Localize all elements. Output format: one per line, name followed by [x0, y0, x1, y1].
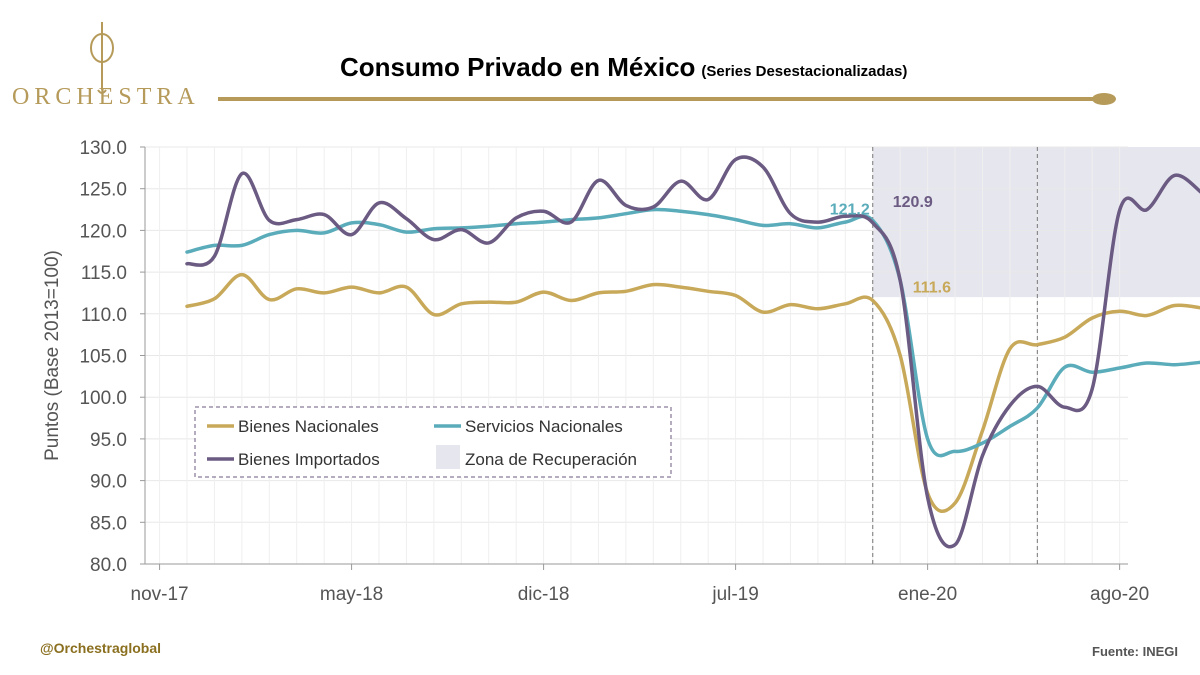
data-label: 121.2 [830, 201, 870, 218]
legend-box [194, 406, 672, 478]
chart-title: Consumo Privado en México (Series Desesta… [340, 52, 907, 83]
y-tick-label: 100.0 [79, 388, 127, 409]
legend-label: Servicios Nacionales [465, 417, 623, 436]
y-tick-label: 110.0 [81, 305, 127, 326]
brand-logo-wordmark: ORCHESTRA [12, 84, 200, 110]
x-tick-label: nov-17 [131, 584, 189, 605]
chart-subtitle: (Series Desestacionalizadas) [701, 63, 908, 80]
series-line-bienes-importados [185, 155, 1200, 549]
title-rule [218, 93, 1116, 105]
orchestra-logo-emblem [90, 22, 114, 94]
y-tick-label: 105.0 [79, 347, 127, 368]
data-label: 120.9 [893, 194, 933, 211]
x-tick-label: dic-18 [518, 584, 570, 605]
series-line-bienes-nacionales [185, 272, 1200, 513]
y-tick-label: 90.0 [90, 472, 127, 493]
social-handle: @Orchestraglobal [40, 640, 162, 656]
line-chart: 80.0 85.0 90.0 95.0 100.0 105.0 110.0 115.0 120.… [42, 138, 1200, 605]
source-note: Fuente: INEGI [1092, 644, 1178, 659]
y-tick-label: 95.0 [90, 430, 127, 451]
legend: Bienes Nacionales Servicios Nacionales Bie… [194, 406, 672, 478]
y-tick-label: 125.0 [79, 180, 127, 201]
legend-swatch [436, 445, 460, 469]
recovery-zone [872, 147, 1200, 298]
y-tick-label: 80.0 [90, 555, 127, 576]
y-axis-label: Puntos (Base 2013=100) [42, 250, 63, 461]
series-line-servicios-nacionales [185, 207, 1200, 458]
y-tick-label: 85.0 [90, 513, 127, 534]
x-tick-label: ago-20 [1090, 584, 1149, 605]
legend-label: Bienes Nacionales [238, 417, 379, 436]
legend-label: Zona de Recuperación [465, 450, 637, 469]
chart-title-text: Consumo Privado en México [340, 52, 696, 82]
x-tick-label: jul-19 [711, 584, 758, 605]
data-label: 111.6 [913, 279, 951, 296]
y-tick-label: 120.0 [79, 221, 127, 242]
x-tick-label: may-18 [320, 584, 383, 605]
y-tick-label: 115.0 [81, 263, 127, 284]
x-tick-label: ene-20 [898, 584, 957, 605]
legend-label: Bienes Importados [238, 450, 380, 469]
y-tick-label: 130.0 [79, 138, 127, 159]
